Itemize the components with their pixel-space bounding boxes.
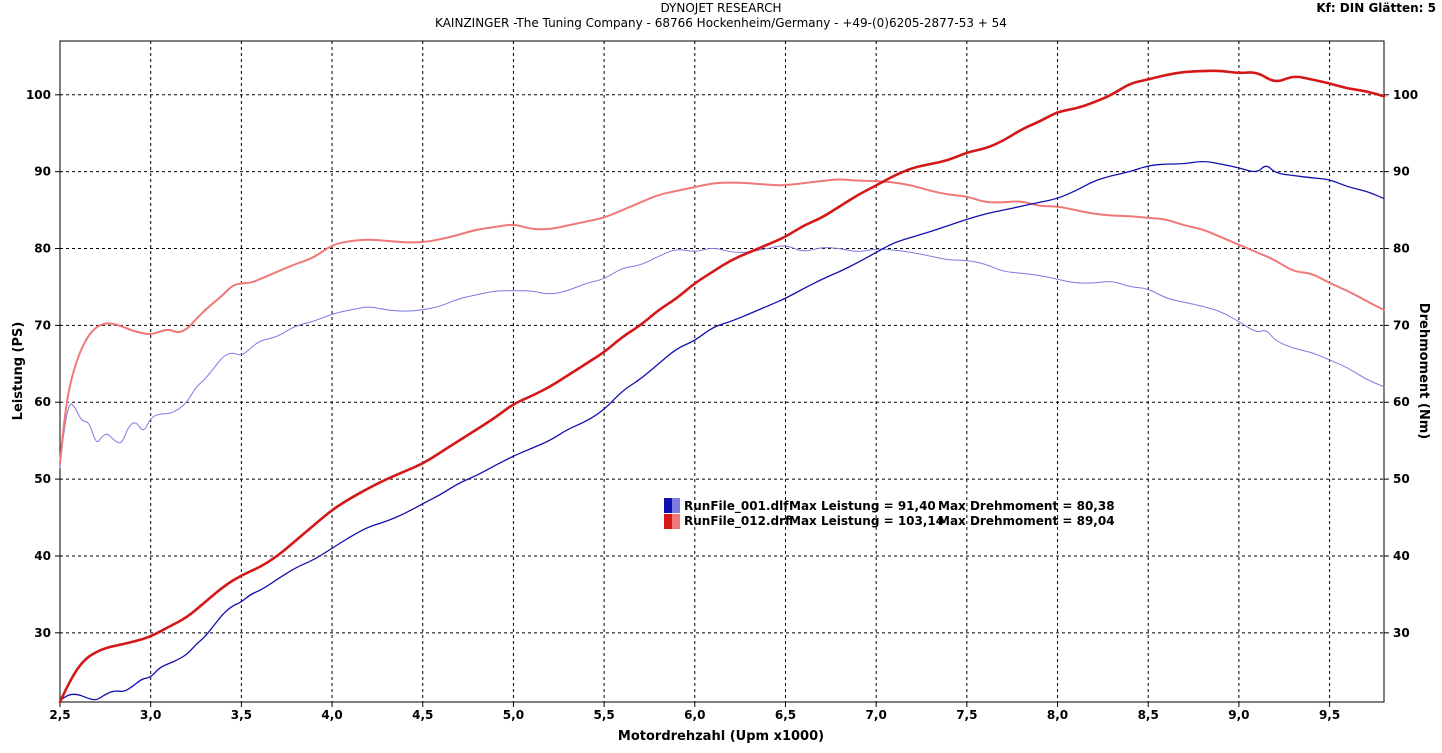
legend-swatch-run1-power [664,498,672,513]
y-tick-label-left: 40 [34,549,51,563]
x-tick-label: 8,5 [1138,708,1159,722]
y-tick-label-right: 60 [1393,395,1410,409]
y-tick-label-left: 60 [34,395,51,409]
legend-swatch-run1-torque [672,498,680,513]
y-tick-label-right: 90 [1393,165,1410,179]
plot-area [59,40,1385,703]
x-tick-label: 3,5 [231,708,252,722]
y-axis-label-left: Leistung (PS) [11,322,26,421]
y-axis-label-right: Drehmoment (Nm) [1416,303,1431,439]
x-tick-label: 5,5 [593,708,614,722]
y-tick-label-left: 80 [34,242,51,256]
y-tick-label-right: 40 [1393,549,1410,563]
y-tick-label-right: 80 [1393,242,1410,256]
legend-run2-file: RunFile_012.drf [684,514,791,529]
legend-run2-max-torque: Max Drehmoment = 89,04 [938,514,1115,528]
y-tick-label-right: 50 [1393,472,1410,486]
legend-swatch-run2-torque [672,514,680,529]
x-tick-label: 7,5 [956,708,977,722]
y-tick-label-left: 30 [34,626,51,640]
x-tick-label: 7,0 [866,708,887,722]
legend: RunFile_001.dlf Max Leistung = 91,40 Max… [664,498,1115,529]
grid [60,41,1384,702]
x-axis-label: Motordrehzahl (Upm x1000) [618,729,824,744]
x-tick-label: 2,5 [49,708,70,722]
y-tick-label-right: 30 [1393,626,1410,640]
y-tick-label-left: 70 [34,318,51,332]
y-tick-label-right: 100 [1393,88,1418,102]
legend-swatch-run2-power [664,514,672,529]
x-tick-label: 6,5 [775,708,796,722]
x-tick-label: 4,5 [412,708,433,722]
corner-info: Kf: DIN Glätten: 5 [1316,1,1436,15]
y-tick-label-left: 100 [26,88,51,102]
x-tick-label: 9,5 [1319,708,1340,722]
legend-run1-file: RunFile_001.dlf [684,499,789,514]
legend-run2-max-power: Max Leistung = 103,14 [789,514,944,528]
y-tick-label-right: 70 [1393,318,1410,332]
y-ticks-right: 30 40 50 60 70 80 90 100 [1384,88,1418,640]
legend-run1-max-power: Max Leistung = 91,40 [789,499,936,513]
y-ticks-left: 30 40 50 60 70 80 90 100 [26,88,60,640]
x-tick-label: 6,0 [684,708,705,722]
x-tick-label: 4,0 [321,708,342,722]
series-line-run1-torque [59,245,1385,469]
series-group [58,69,1386,704]
x-tick-label: 9,0 [1228,708,1249,722]
y-tick-label-left: 50 [34,472,51,486]
chart-subtitle: KAINZINGER -The Tuning Company - 68766 H… [435,16,1007,30]
series-line-run2-power [58,69,1386,704]
x-tick-label: 8,0 [1047,708,1068,722]
legend-run1-max-torque: Max Drehmoment = 80,38 [938,499,1115,513]
y-tick-label-left: 90 [34,165,51,179]
x-ticks: 2,5 3,0 3,5 4,0 4,5 5,0 5,5 6,0 6,5 7,0 7,5 8,0 8,5 9… [49,702,1340,722]
chart-title: DYNOJET RESEARCH [660,1,781,15]
x-tick-label: 3,0 [140,708,161,722]
series-line-run1-power [59,161,1385,702]
series-line-run2-torque [59,178,1385,465]
x-tick-label: 5,0 [503,708,524,722]
